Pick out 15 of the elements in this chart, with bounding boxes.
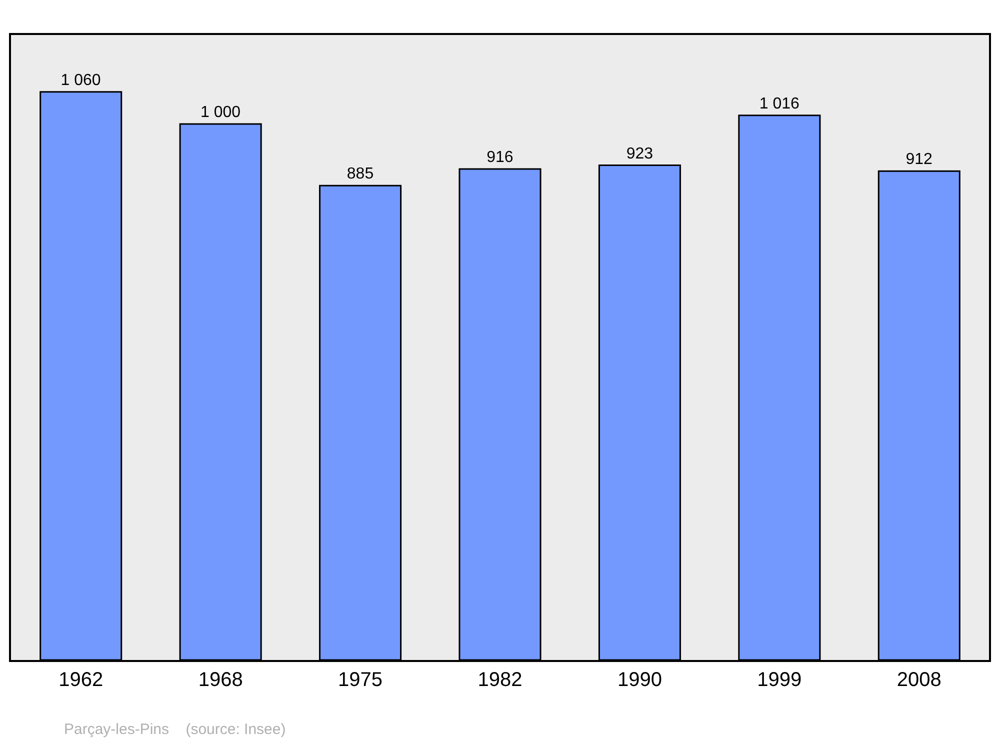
x-tick-label: 1990 [617,669,662,691]
data-label: 1 060 [60,72,101,89]
data-label: 923 [626,145,654,162]
x-tick-label: 1962 [58,669,104,691]
text: Parçay-les-Pins (source: Insee) [64,721,286,738]
data-label: 885 [346,166,374,183]
data-label: 1 016 [759,95,800,112]
x-tick-label: 1982 [478,669,522,691]
x-tick-label: 1999 [757,669,802,691]
x-tick-label: 1968 [198,669,243,691]
data-label: 1 000 [200,104,241,121]
data-label: 916 [486,149,514,166]
data-label: 912 [906,151,933,168]
x-tick-label: 1975 [338,669,383,691]
x-tick-label: 2008 [896,669,942,691]
